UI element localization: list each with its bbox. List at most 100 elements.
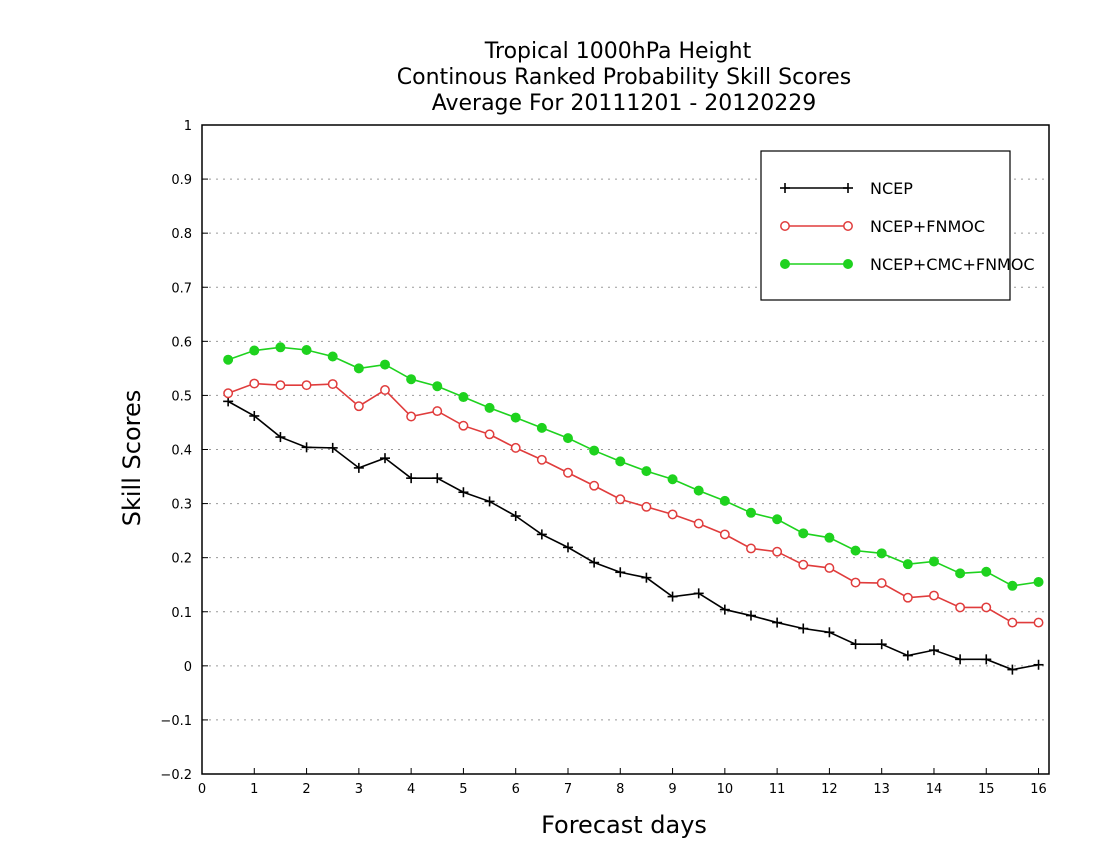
data-point-ncep: [719, 604, 730, 615]
data-point-ncep: [510, 511, 521, 522]
y-tick-label: 0.2: [171, 552, 192, 567]
y-tick-label: 0.1: [171, 606, 192, 621]
data-point-ncep-fnmoc: [693, 518, 704, 529]
y-tick-label: 0.3: [171, 498, 192, 513]
data-point-ncep-fnmoc: [1033, 617, 1044, 628]
data-point-ncep: [693, 588, 704, 599]
y-tick-label: 0.4: [171, 444, 192, 459]
data-point-ncep-cmc-fnmoc: [406, 374, 417, 385]
data-point-ncep: [1033, 659, 1044, 670]
data-point-ncep-cmc-fnmoc: [353, 363, 364, 374]
series-ncep: [223, 396, 1044, 675]
y-tick-label: −0.1: [160, 714, 192, 729]
y-tick-label: 0.6: [171, 335, 192, 350]
data-point-ncep-fnmoc: [353, 401, 364, 412]
data-point-ncep: [327, 442, 338, 453]
data-point-ncep-fnmoc: [876, 578, 887, 589]
legend-label-ncep-fnmoc: NCEP+FNMOC: [870, 217, 985, 236]
data-point-ncep: [798, 623, 809, 634]
legend-entry-ncep-cmc-fnmoc: NCEP+CMC+FNMOC: [780, 255, 1035, 274]
data-point-ncep-fnmoc: [615, 494, 626, 505]
x-tick-label: 6: [512, 782, 520, 797]
data-point-ncep: [850, 639, 861, 650]
legend-label-ncep: NCEP: [870, 179, 913, 198]
x-tick-label: 13: [873, 782, 890, 797]
data-point-ncep-cmc-fnmoc: [275, 342, 286, 353]
data-point-ncep: [353, 462, 364, 473]
data-point-ncep: [772, 617, 783, 628]
y-tick-label: 1: [184, 119, 192, 134]
chart-title-line-3: Average For 20111201 - 20120229: [432, 91, 817, 116]
data-point-ncep-cmc-fnmoc: [432, 381, 443, 392]
data-point-ncep-cmc-fnmoc: [772, 514, 783, 525]
data-point-ncep: [981, 654, 992, 665]
data-point-ncep-cmc-fnmoc: [510, 412, 521, 423]
x-tick-label: 16: [1030, 782, 1047, 797]
data-point-ncep-fnmoc: [301, 380, 312, 391]
data-point-ncep-fnmoc: [955, 602, 966, 613]
data-point-ncep-cmc-fnmoc: [1033, 577, 1044, 588]
x-tick-label: 0: [198, 782, 206, 797]
data-point-ncep-fnmoc: [772, 546, 783, 557]
x-tick-label: 2: [302, 782, 310, 797]
data-point-ncep-fnmoc: [327, 379, 338, 390]
y-tick-label: 0.9: [171, 173, 192, 188]
legend-entry-ncep: NCEP: [780, 179, 913, 198]
data-point-ncep-fnmoc: [589, 480, 600, 491]
data-point-ncep: [902, 650, 913, 661]
data-point-ncep-cmc-fnmoc: [562, 433, 573, 444]
chart-title: Tropical 1000hPa Height Continous Ranked…: [397, 39, 851, 116]
y-tick-label: 0.5: [171, 389, 192, 404]
data-point-ncep-fnmoc: [563, 467, 573, 478]
data-point-ncep-cmc-fnmoc: [824, 532, 835, 543]
data-point-ncep-cmc-fnmoc: [641, 466, 652, 477]
data-point-ncep-cmc-fnmoc: [589, 445, 600, 456]
data-point-ncep: [955, 654, 966, 665]
data-point-ncep-fnmoc: [824, 562, 835, 573]
series-line-ncep: [227, 400, 1039, 671]
data-point-ncep: [484, 496, 495, 507]
data-point-ncep-fnmoc: [929, 590, 939, 601]
data-point-ncep: [589, 557, 600, 568]
data-point-ncep: [876, 639, 887, 650]
data-point-ncep-cmc-fnmoc: [667, 474, 678, 485]
data-point-ncep-cmc-fnmoc: [536, 422, 547, 433]
data-point-ncep-fnmoc: [249, 378, 260, 389]
legend-marker-left-ncep-fnmoc: [780, 221, 790, 231]
chart-title-line-1: Tropical 1000hPa Height: [484, 39, 752, 64]
legend-label-ncep-cmc-fnmoc: NCEP+CMC+FNMOC: [870, 255, 1035, 274]
data-point-ncep-cmc-fnmoc: [327, 351, 338, 362]
x-tick-label: 14: [926, 782, 943, 797]
series-ncep-fnmoc: [223, 378, 1044, 628]
data-point-ncep-cmc-fnmoc: [981, 566, 992, 577]
x-tick-label: 4: [407, 782, 415, 797]
data-point-ncep-cmc-fnmoc: [955, 568, 966, 579]
data-point-ncep-cmc-fnmoc: [484, 402, 495, 413]
data-point-ncep-fnmoc: [380, 385, 390, 395]
series-container: [223, 342, 1044, 675]
x-tick-label: 8: [616, 782, 624, 797]
data-point-ncep-cmc-fnmoc: [1007, 580, 1018, 591]
data-point-ncep-fnmoc: [719, 529, 730, 540]
data-point-ncep-cmc-fnmoc: [693, 485, 704, 496]
data-point-ncep: [615, 567, 626, 578]
x-tick-label: 1: [250, 782, 258, 797]
x-tick-label: 7: [564, 782, 572, 797]
data-point-ncep-cmc-fnmoc: [876, 548, 887, 559]
x-tick-label: 9: [668, 782, 676, 797]
series-line-ncep-fnmoc: [227, 382, 1039, 624]
data-point-ncep-fnmoc: [850, 577, 861, 588]
data-point-ncep: [824, 627, 835, 638]
data-point-ncep-cmc-fnmoc: [798, 528, 809, 539]
x-tick-label: 5: [459, 782, 467, 797]
data-point-ncep-cmc-fnmoc: [379, 359, 390, 370]
data-point-ncep-fnmoc: [275, 380, 286, 391]
data-point-ncep-cmc-fnmoc: [902, 559, 913, 570]
data-point-ncep-cmc-fnmoc: [745, 507, 756, 518]
x-tick-label: 3: [355, 782, 363, 797]
data-point-ncep-fnmoc: [536, 454, 547, 465]
legend-marker-left-ncep-cmc-fnmoc: [780, 259, 790, 269]
data-point-ncep-cmc-fnmoc: [928, 556, 939, 567]
data-point-ncep-fnmoc: [902, 592, 913, 603]
